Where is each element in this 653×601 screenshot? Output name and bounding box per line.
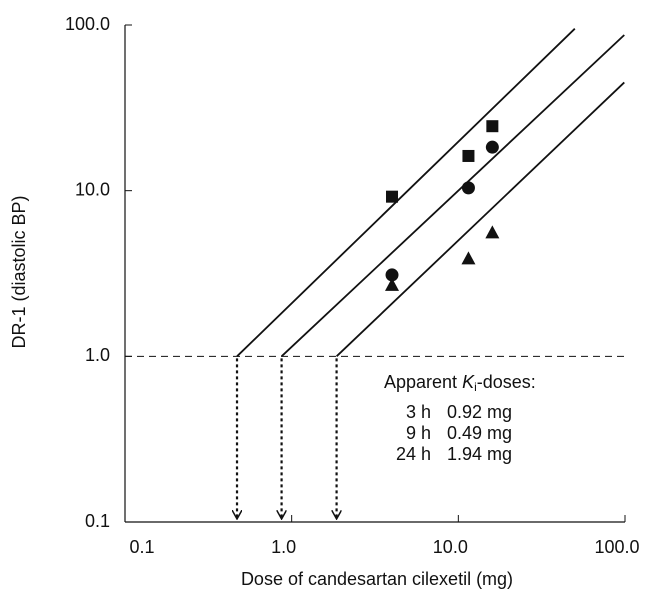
square-point: [486, 120, 499, 133]
triangle-point: [385, 277, 400, 291]
x-tick-label: 100.0: [594, 537, 639, 557]
y-tick-label: 100.0: [65, 14, 110, 34]
annotation-time: 24 h: [396, 444, 431, 464]
annotation-time: 3 h: [406, 402, 431, 422]
fit-line: [236, 28, 576, 357]
y-tick-label: 1.0: [85, 345, 110, 365]
triangle-point: [485, 225, 500, 239]
annotation-dose: 0.92 mg: [447, 402, 512, 422]
annotation-dose: 1.94 mg: [447, 444, 512, 464]
triangle-point: [461, 251, 476, 265]
square-point: [386, 190, 399, 203]
circle-point: [461, 181, 475, 195]
y-tick-label: 0.1: [85, 511, 110, 531]
y-tick-label: 10.0: [75, 179, 110, 199]
y-axis-title: DR-1 (diastolic BP): [9, 195, 29, 348]
square-point: [462, 149, 475, 162]
x-tick-label: 10.0: [433, 537, 468, 557]
fit-line: [335, 81, 625, 357]
annotation-dose: 0.49 mg: [447, 423, 512, 443]
x-axis-title: Dose of candesartan cilexetil (mg): [241, 569, 513, 589]
circle-point: [485, 140, 499, 154]
x-tick-label: 0.1: [129, 537, 154, 557]
annotation-title: Apparent Ki-doses:: [384, 372, 536, 394]
circle-point: [385, 268, 399, 282]
annotation-time: 9 h: [406, 423, 431, 443]
x-tick-label: 1.0: [271, 537, 296, 557]
fit-line: [280, 34, 625, 357]
